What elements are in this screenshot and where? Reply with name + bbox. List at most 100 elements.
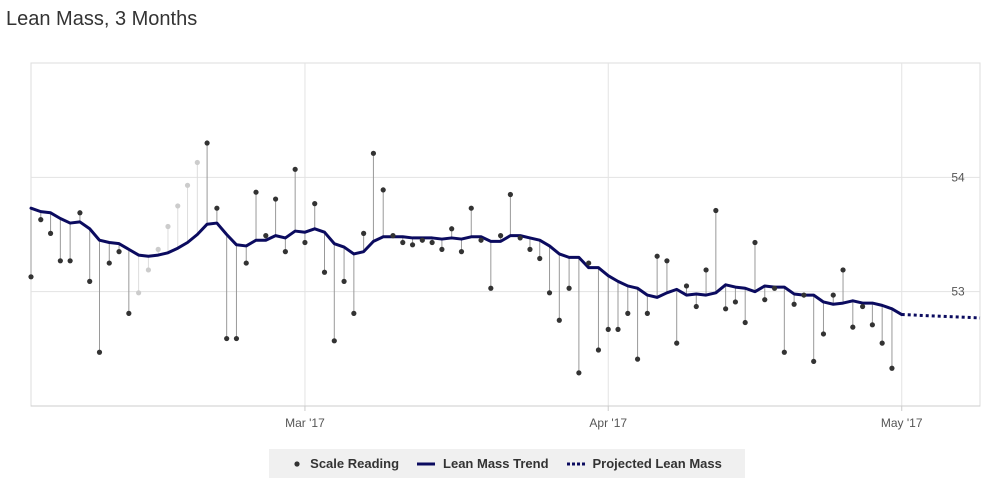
- scale-reading-point: [96, 349, 103, 355]
- scale-reading-point: [879, 340, 885, 346]
- scale-reading-points: [28, 140, 895, 376]
- projected-lean-mass-line: [901, 313, 981, 320]
- scale-reading-point: [664, 258, 670, 264]
- scale-reading-point: [409, 242, 416, 248]
- scale-reading-point: [126, 310, 132, 316]
- scale-reading-point: [419, 237, 425, 243]
- legend: Scale Reading Lean Mass Trend Projected …: [269, 449, 745, 478]
- scale-reading-point: [576, 370, 582, 376]
- legend-label-lean-mass-trend: Lean Mass Trend: [443, 456, 549, 471]
- scale-reading-point: [155, 246, 161, 252]
- scale-reading-point: [546, 290, 553, 296]
- scale-reading-point: [762, 297, 768, 303]
- dotted-line-icon: [566, 462, 585, 465]
- scale-reading-point: [77, 210, 83, 216]
- scale-reading-point: [468, 205, 474, 211]
- scale-reading-point: [380, 187, 386, 193]
- scale-reading-point: [136, 290, 142, 296]
- scale-reading-point: [869, 322, 875, 328]
- legend-item-projected-lean-mass[interactable]: Projected Lean Mass: [566, 456, 722, 471]
- x-tick-label: Mar '17: [285, 416, 325, 430]
- scale-reading-point: [145, 267, 152, 273]
- chart-title: Lean Mass, 3 Months: [6, 8, 198, 30]
- scale-reading-point: [439, 246, 445, 252]
- scale-reading-point: [830, 292, 836, 298]
- lean-mass-trend-line: [29, 206, 904, 317]
- legend-label-projected-lean-mass: Projected Lean Mass: [592, 456, 722, 471]
- scale-reading-point: [634, 356, 641, 362]
- scale-reading-point: [713, 207, 719, 214]
- scale-reading-point: [341, 278, 347, 284]
- scale-reading-point: [654, 253, 660, 259]
- scale-reading-point: [723, 306, 729, 312]
- scale-reading-point: [556, 317, 562, 323]
- scale-reading-point: [820, 331, 827, 337]
- scale-reading-point: [859, 303, 866, 310]
- axes: [31, 405, 980, 411]
- scale-reading-point: [116, 249, 122, 255]
- scale-reading-point: [302, 239, 308, 246]
- scale-reading-point: [742, 319, 748, 326]
- scale-reading-point: [615, 326, 621, 332]
- scale-reading-point: [566, 285, 572, 291]
- scale-reading-point: [38, 217, 44, 223]
- scale-reading-point: [175, 203, 181, 209]
- scale-reading-point: [253, 189, 259, 195]
- legend-item-lean-mass-trend[interactable]: Lean Mass Trend: [417, 456, 549, 471]
- scale-reading-point: [87, 278, 93, 284]
- scale-reading-point: [801, 292, 807, 298]
- scale-reading-point: [693, 303, 699, 310]
- scale-reading-point: [458, 249, 465, 255]
- scale-reading-point: [752, 239, 758, 246]
- tick-labels: 53 54 Mar '17 Apr '17 May '17: [285, 170, 965, 430]
- scale-reading-point: [449, 226, 455, 232]
- scale-reading-point: [214, 205, 220, 211]
- scale-reading-point: [67, 258, 73, 264]
- y-tick-label: 54: [951, 170, 965, 184]
- scale-reading-point: [478, 237, 484, 243]
- scale-reading-point: [498, 233, 504, 239]
- scale-reading-point: [351, 310, 357, 316]
- scale-reading-point: [537, 255, 543, 262]
- scale-reading-point: [644, 310, 650, 316]
- scale-reading-point: [840, 267, 846, 273]
- scale-reading-point: [312, 201, 318, 207]
- scale-reading-point: [47, 230, 54, 236]
- scale-reading-point: [28, 274, 34, 280]
- scale-reading-point: [732, 299, 739, 305]
- grid-lines: [30, 62, 981, 407]
- legend-label-scale-reading: Scale Reading: [310, 456, 400, 471]
- plot-frame: [30, 62, 981, 407]
- x-tick-label: Apr '17: [589, 416, 627, 430]
- scale-reading-point: [400, 239, 406, 246]
- scale-reading-point: [507, 191, 513, 198]
- scale-reading-point: [625, 310, 631, 316]
- scale-reading-point: [370, 150, 377, 156]
- scale-reading-point: [292, 166, 298, 172]
- series-lines: [29, 206, 981, 320]
- scale-reading-point: [771, 285, 778, 291]
- scale-reading-point: [233, 335, 240, 342]
- scale-reading-point: [517, 235, 523, 241]
- scale-reading-point: [331, 338, 337, 344]
- scale-reading-point: [165, 223, 171, 230]
- scale-reading-point: [224, 335, 230, 342]
- scale-reading-point: [683, 283, 690, 289]
- scale-reading-point: [605, 326, 611, 332]
- scale-reading-point: [850, 324, 856, 330]
- y-tick-label: 53: [951, 285, 965, 299]
- x-tick-label: May '17: [881, 416, 923, 430]
- scale-reading-point: [674, 340, 680, 346]
- scale-reading-point: [321, 269, 328, 275]
- scale-reading-point: [390, 233, 396, 239]
- scale-reading-point: [889, 365, 895, 371]
- scale-reading-point: [527, 246, 533, 252]
- scale-reading-point: [243, 260, 249, 266]
- scale-reading-point: [184, 182, 191, 188]
- scale-reading-point: [595, 347, 602, 353]
- scale-reading-point: [282, 249, 288, 255]
- scale-reading-point: [781, 349, 787, 355]
- legend-item-scale-reading[interactable]: Scale Reading: [292, 456, 399, 471]
- scale-reading-point: [488, 285, 494, 291]
- scale-reading-point: [57, 258, 63, 264]
